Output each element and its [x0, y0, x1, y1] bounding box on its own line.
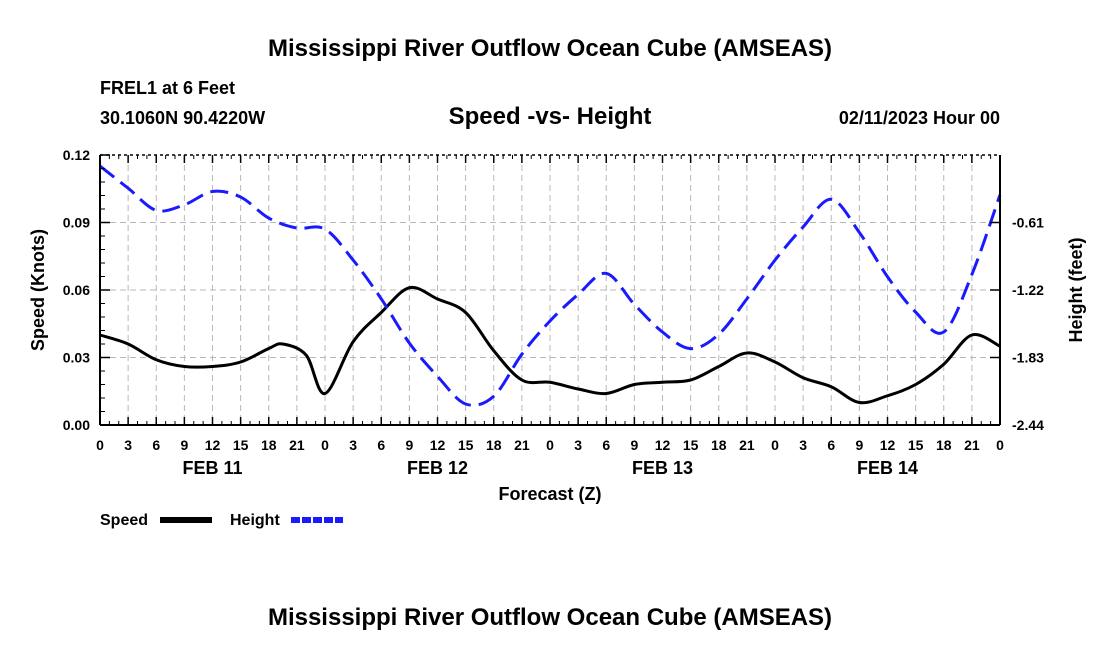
y-tick-label: 0.00 [63, 417, 90, 433]
x-tick-label: 18 [486, 437, 502, 453]
x-axis-label: Forecast (Z) [498, 484, 601, 504]
y-tick-label: 0.12 [63, 147, 90, 163]
x-tick-label: 6 [827, 437, 835, 453]
x-tick-label: 15 [908, 437, 924, 453]
x-tick-label: 9 [630, 437, 638, 453]
x-tick-label: 12 [880, 437, 896, 453]
y-tick-label: 0.06 [63, 282, 90, 298]
y2-tick-label: -1.22 [1012, 282, 1044, 298]
y2-tick-label: -0.61 [1012, 215, 1044, 231]
series-line-speed [99, 285, 1001, 405]
x-tick-label: 21 [514, 437, 530, 453]
x-tick-label: 3 [349, 437, 357, 453]
legend-height-label: Height [230, 512, 280, 529]
chart-subtitle: Speed -vs- Height [449, 103, 652, 130]
x-tick-label: 18 [936, 437, 952, 453]
axes [99, 154, 1001, 426]
x-tick-label: 3 [124, 437, 132, 453]
x-tick-label: 12 [430, 437, 446, 453]
x-tick-label: 6 [602, 437, 610, 453]
x-tick-label: 21 [739, 437, 755, 453]
date-label: FEB 13 [632, 458, 693, 478]
x-tick-label: 9 [180, 437, 188, 453]
x-tick-label: 15 [233, 437, 249, 453]
date-label: 02/11/2023 Hour 00 [839, 108, 1000, 128]
x-tick-label: 9 [405, 437, 413, 453]
date-label: FEB 12 [407, 458, 468, 478]
legend: Speed Height [100, 512, 343, 529]
x-tick-label: 0 [771, 437, 779, 453]
coordinates-label: 30.1060N 90.4220W [100, 108, 265, 128]
x-tick-label: 9 [855, 437, 863, 453]
x-tick-label: 18 [261, 437, 277, 453]
x-tick-label: 15 [683, 437, 699, 453]
x-tick-label: 3 [574, 437, 582, 453]
x-tick-label: 12 [655, 437, 671, 453]
x-tick-label: 12 [205, 437, 221, 453]
y-tick-label: 0.09 [63, 215, 90, 231]
date-label: FEB 14 [857, 458, 918, 478]
x-tick-label: 6 [152, 437, 160, 453]
station-label: FREL1 at 6 Feet [100, 78, 235, 98]
y-axis-label: Speed (Knots) [28, 229, 48, 351]
series-line-height [99, 164, 1002, 407]
x-tick-label: 21 [964, 437, 980, 453]
x-tick-label: 21 [289, 437, 305, 453]
x-tick-label: 0 [546, 437, 554, 453]
y2-tick-label: -2.44 [1012, 417, 1044, 433]
x-tick-label: 0 [96, 437, 104, 453]
footer-title: Mississippi River Outflow Ocean Cube (AM… [268, 604, 832, 631]
y2-tick-label: -1.83 [1012, 350, 1044, 366]
x-tick-label: 18 [711, 437, 727, 453]
x-tick-label: 0 [996, 437, 1004, 453]
grid [100, 155, 1000, 425]
legend-speed-label: Speed [100, 512, 148, 529]
chart-title: Mississippi River Outflow Ocean Cube (AM… [268, 35, 832, 62]
x-tick-label: 6 [377, 437, 385, 453]
y-tick-label: 0.03 [63, 350, 90, 366]
y2-axis-label: Height (feet) [1066, 238, 1086, 343]
tick-labels: 0 3 6 9 12 15 18 21 0 3 6 9 12 15 18 21 0 3 6 9 12 15 18 21 0 3 6 9… [63, 147, 1044, 478]
date-label: FEB 11 [182, 458, 242, 478]
x-tick-label: 3 [799, 437, 807, 453]
x-tick-label: 0 [321, 437, 329, 453]
x-tick-label: 15 [458, 437, 474, 453]
series-group [99, 164, 1002, 407]
